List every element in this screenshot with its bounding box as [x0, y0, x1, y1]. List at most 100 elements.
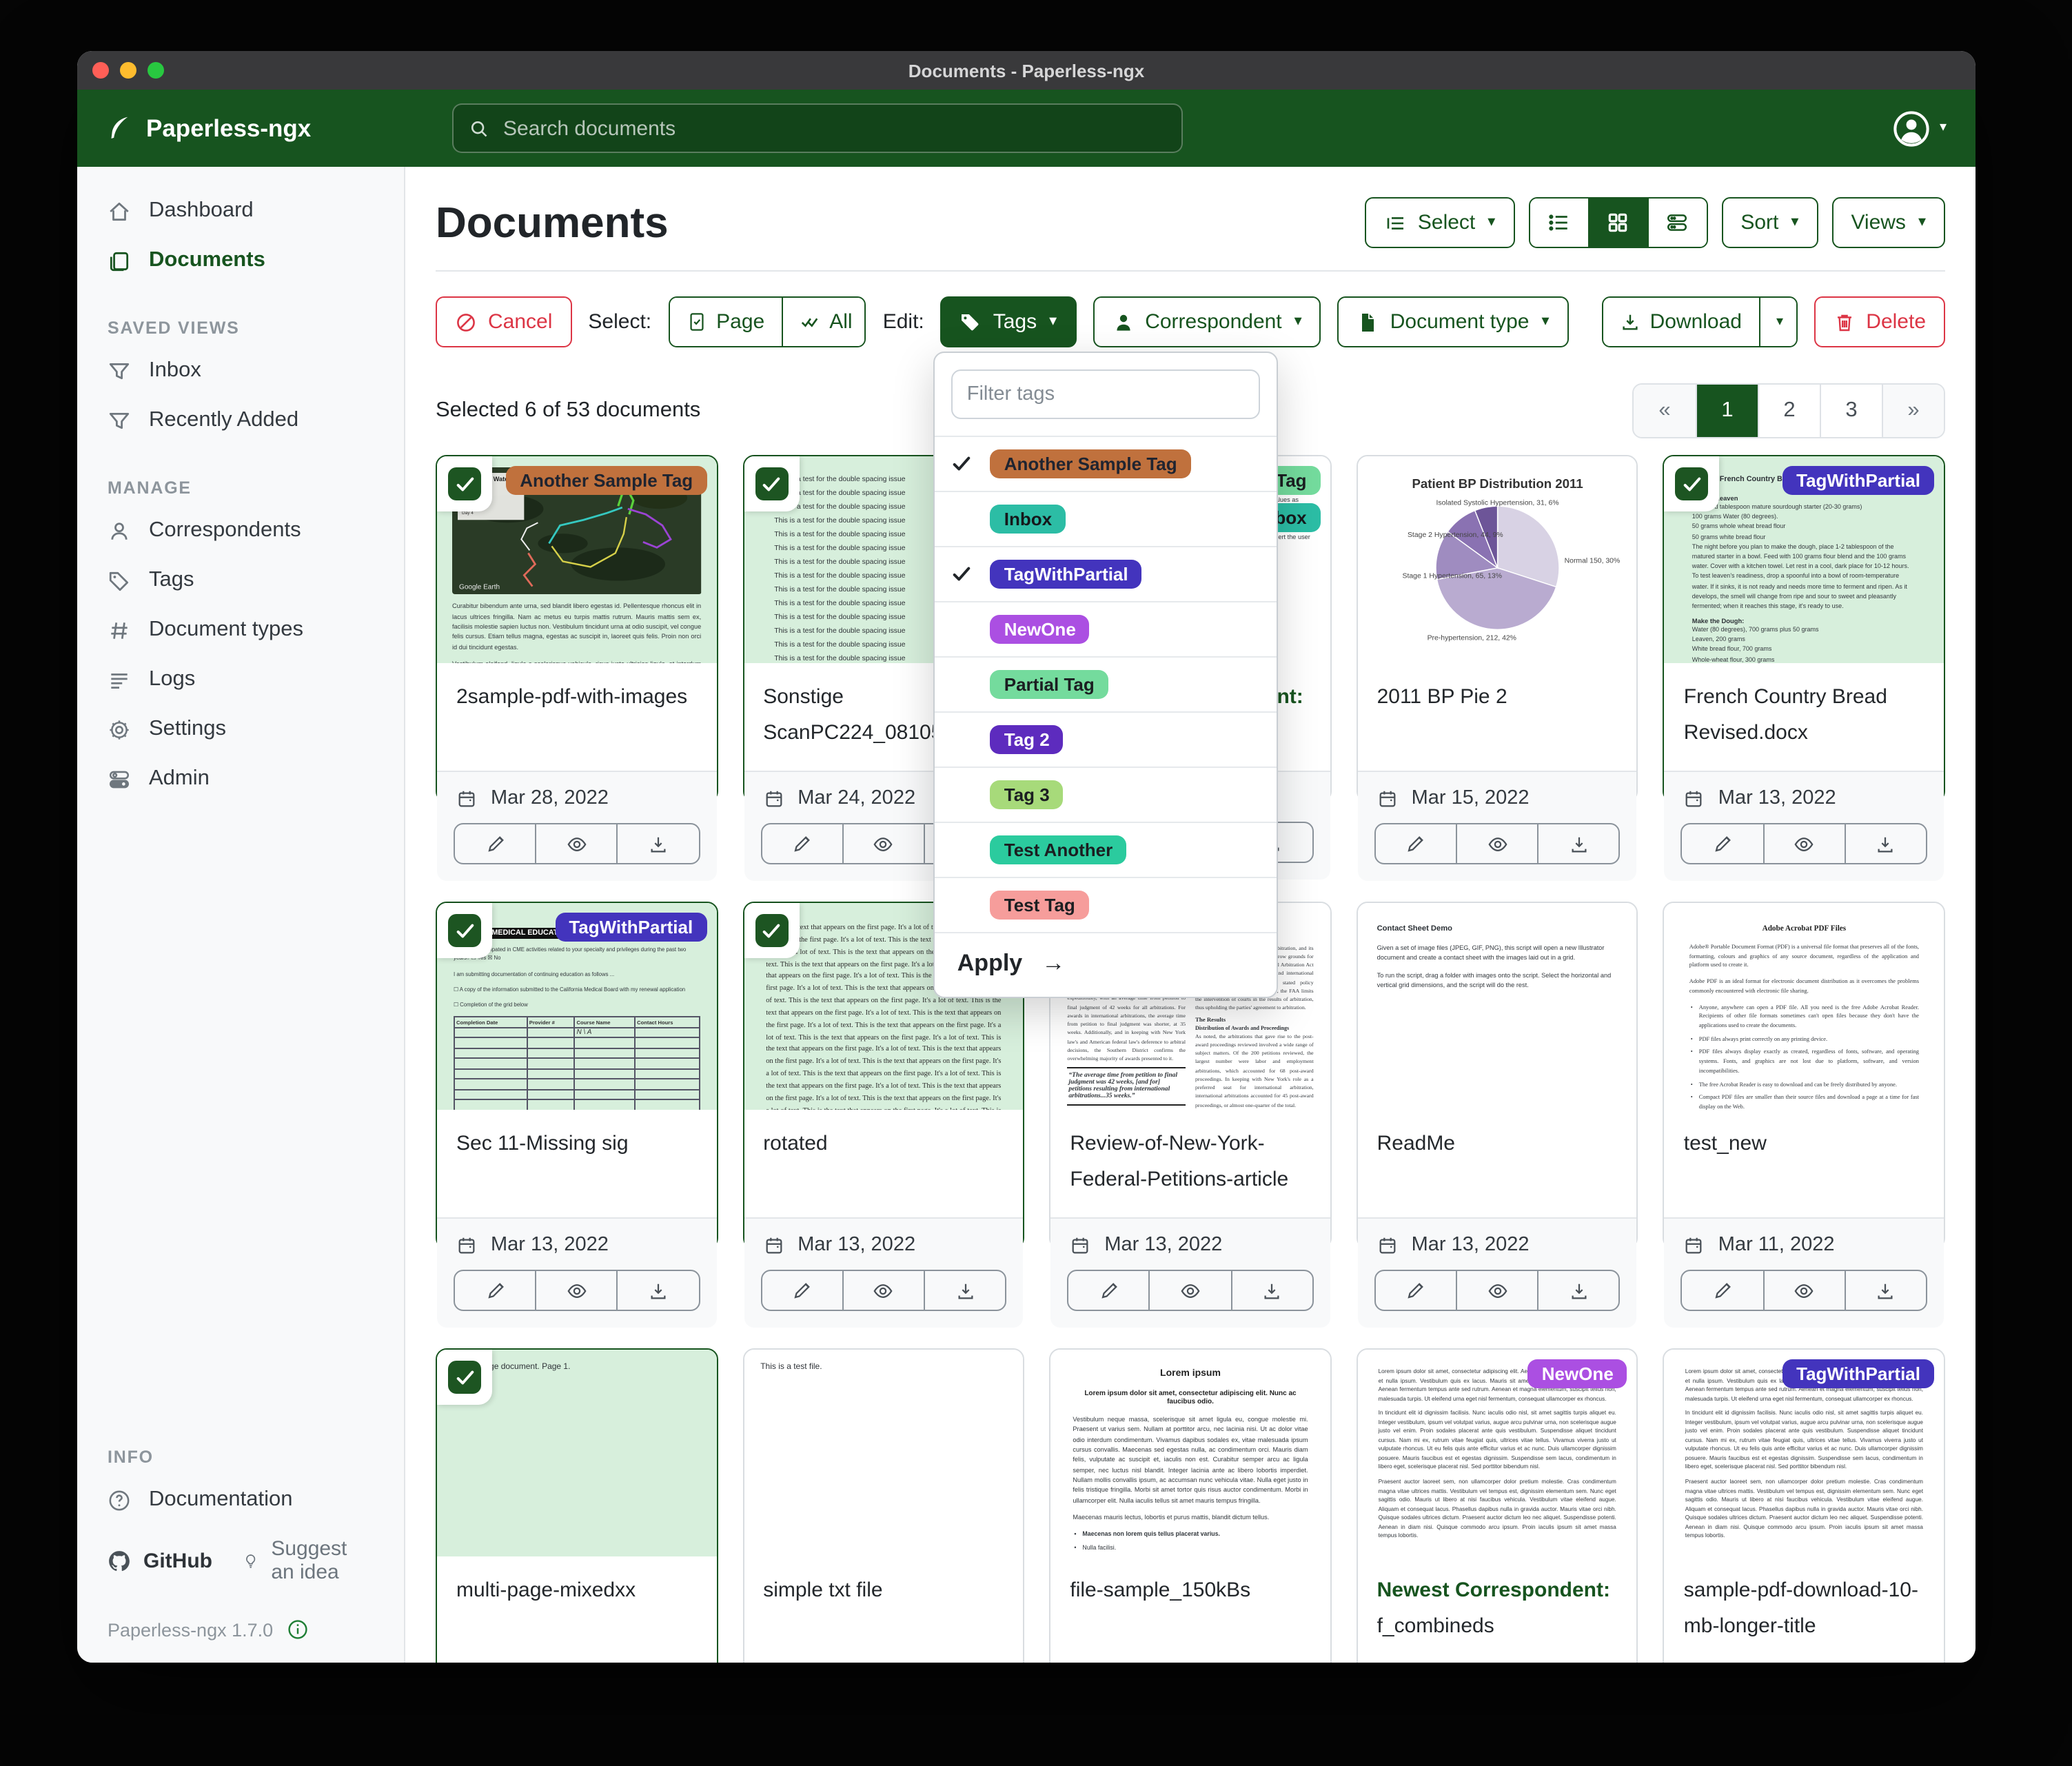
edit-document-button[interactable] — [455, 824, 535, 863]
document-thumbnail[interactable]: Patient BP Distribution 2011 Isolated Sy… — [1357, 456, 1637, 663]
download-document-button[interactable] — [1537, 824, 1618, 863]
pagination-page-1[interactable]: 1 — [1696, 385, 1758, 437]
document-card[interactable]: a multi page document. Page 1. multi-page… — [436, 1348, 718, 1663]
document-card[interactable]: Another Sample Tag Boundary Waters Trip … — [436, 455, 718, 881]
edit-document-button[interactable] — [1376, 824, 1456, 863]
document-thumbnail[interactable]: Lorem ipsum Lorem ipsum dolor sit amet, … — [1050, 1350, 1330, 1556]
sidebar-item-tags[interactable]: Tags — [77, 556, 404, 605]
card-tag-badge[interactable]: TagWithPartial — [555, 913, 707, 942]
document-title[interactable]: Review-of-New-York-Federal-Petitions-art… — [1070, 1132, 1289, 1192]
preview-document-button[interactable] — [535, 1271, 616, 1310]
view-detail-button[interactable] — [1647, 199, 1707, 247]
delete-button[interactable]: Delete — [1814, 296, 1945, 347]
sidebar-item-documentation[interactable]: Documentation — [77, 1475, 404, 1525]
suggest-idea-link[interactable]: Suggest an idea — [243, 1537, 374, 1584]
download-document-button[interactable] — [616, 824, 698, 863]
document-title[interactable]: Sonstige ScanPC224_081058 — [763, 685, 955, 745]
document-thumbnail[interactable]: Adobe Acrobat PDF Files Adobe® Portable … — [1664, 903, 1944, 1110]
document-title[interactable]: rotated — [763, 1132, 828, 1155]
tag-option[interactable]: Another Sample Tag — [935, 436, 1277, 491]
select-all-button[interactable]: All — [781, 298, 865, 346]
sidebar-item-documents[interactable]: Documents — [77, 236, 404, 285]
download-document-button[interactable] — [1230, 1271, 1312, 1310]
document-title[interactable]: 2011 BP Pie 2 — [1377, 685, 1507, 709]
edit-document-button[interactable] — [762, 1271, 842, 1310]
pagination-prev[interactable]: « — [1634, 385, 1696, 437]
document-card[interactable]: TagWithPartial French Country Bread For … — [1663, 455, 1945, 881]
card-tag-badge[interactable]: TagWithPartial — [1782, 466, 1934, 495]
edit-document-type-button[interactable]: Document type ▾ — [1337, 296, 1569, 347]
edit-document-button[interactable] — [762, 824, 842, 863]
user-menu[interactable]: ▾ — [1893, 110, 1947, 147]
close-window-button[interactable] — [92, 62, 109, 79]
card-tag-badge[interactable]: TagWithPartial — [1782, 1359, 1934, 1388]
document-title[interactable]: 2sample-pdf-with-images — [456, 685, 688, 709]
document-card[interactable]: TagWithPartial TINUING MEDICAL EDUCAT Ha… — [436, 902, 718, 1328]
preview-document-button[interactable] — [1456, 824, 1537, 863]
preview-document-button[interactable] — [535, 824, 616, 863]
document-title[interactable]: ReadMe — [1377, 1132, 1455, 1155]
document-card[interactable]: Patient BP Distribution 2011 Isolated Sy… — [1356, 455, 1638, 881]
views-button[interactable]: Views ▾ — [1831, 197, 1945, 248]
sort-button[interactable]: Sort ▾ — [1721, 197, 1818, 248]
download-document-button[interactable] — [924, 1271, 1005, 1310]
document-card[interactable]: This is the text that appears on the fir… — [742, 902, 1025, 1328]
pagination-page-3[interactable]: 3 — [1820, 385, 1882, 437]
github-link[interactable]: GitHub — [108, 1549, 212, 1572]
tag-option[interactable]: NewOne — [935, 601, 1277, 656]
view-grid-button[interactable] — [1587, 199, 1647, 247]
document-card[interactable]: Adobe Acrobat PDF Files Adobe® Portable … — [1663, 902, 1945, 1328]
download-document-button[interactable] — [1844, 824, 1926, 863]
sidebar-item-recently-added[interactable]: Recently Added — [77, 396, 404, 445]
sidebar-item-correspondents[interactable]: Correspondents — [77, 506, 404, 556]
select-dropdown-button[interactable]: Select ▾ — [1365, 197, 1515, 248]
apply-button[interactable]: Apply → — [935, 932, 1277, 997]
download-document-button[interactable] — [1844, 1271, 1926, 1310]
card-checkbox[interactable] — [1675, 467, 1709, 500]
card-checkbox[interactable] — [448, 914, 481, 947]
preview-document-button[interactable] — [842, 824, 924, 863]
edit-correspondent-button[interactable]: Correspondent ▾ — [1093, 296, 1321, 347]
document-card[interactable]: glousness could make New York a difficul… — [1049, 902, 1332, 1328]
preview-document-button[interactable] — [842, 1271, 924, 1310]
download-document-button[interactable] — [1537, 1271, 1618, 1310]
document-title[interactable]: simple txt file — [763, 1579, 883, 1602]
cancel-button[interactable]: Cancel — [436, 296, 572, 347]
sidebar-item-admin[interactable]: Admin — [77, 754, 404, 804]
document-title[interactable]: Sec 11-Missing sig — [456, 1132, 629, 1155]
document-title[interactable]: multi-page-mixedxx — [456, 1579, 636, 1602]
card-checkbox[interactable] — [448, 1361, 481, 1394]
card-tag-badge[interactable]: NewOne — [1527, 1359, 1627, 1388]
document-title[interactable]: sample-pdf-download-10-mb-longer-title — [1683, 1579, 1918, 1638]
preview-document-button[interactable] — [1148, 1271, 1230, 1310]
edit-document-button[interactable] — [1683, 824, 1763, 863]
document-title[interactable]: French Country Bread Revised.docx — [1683, 685, 1887, 745]
edit-document-button[interactable] — [1683, 1271, 1763, 1310]
info-circle-icon[interactable] — [287, 1618, 309, 1641]
sidebar-item-dashboard[interactable]: Dashboard — [77, 186, 404, 236]
pagination-next[interactable]: » — [1882, 385, 1944, 437]
sidebar-item-document-types[interactable]: Document types — [77, 605, 404, 655]
search-input[interactable] — [500, 115, 1166, 141]
document-card[interactable]: NewOne Lorem ipsum dolor sit amet, conse… — [1356, 1348, 1638, 1663]
preview-document-button[interactable] — [1763, 1271, 1844, 1310]
view-list-button[interactable] — [1530, 199, 1588, 247]
document-card[interactable]: Contact Sheet Demo Given a set of image … — [1356, 902, 1638, 1328]
tag-option[interactable]: Inbox — [935, 491, 1277, 546]
download-document-button[interactable] — [616, 1271, 698, 1310]
minimize-window-button[interactable] — [120, 62, 136, 79]
card-checkbox[interactable] — [448, 467, 481, 500]
zoom-window-button[interactable] — [148, 62, 164, 79]
document-card[interactable]: This is a test file. simple txt file — [742, 1348, 1025, 1663]
document-thumbnail[interactable]: This is a test file. — [744, 1350, 1024, 1556]
filter-tags-input[interactable] — [951, 369, 1261, 419]
pagination-page-2[interactable]: 2 — [1758, 385, 1820, 437]
document-title[interactable]: test_new — [1683, 1132, 1767, 1155]
sidebar-item-logs[interactable]: Logs — [77, 655, 404, 704]
sidebar-item-inbox[interactable]: Inbox — [77, 346, 404, 396]
tag-option[interactable]: Tag 2 — [935, 711, 1277, 767]
download-options-button[interactable]: ▾ — [1758, 298, 1796, 346]
brand[interactable]: Paperless-ngx — [106, 114, 311, 143]
edit-document-button[interactable] — [455, 1271, 535, 1310]
document-thumbnail[interactable]: Contact Sheet Demo Given a set of image … — [1357, 903, 1637, 1110]
